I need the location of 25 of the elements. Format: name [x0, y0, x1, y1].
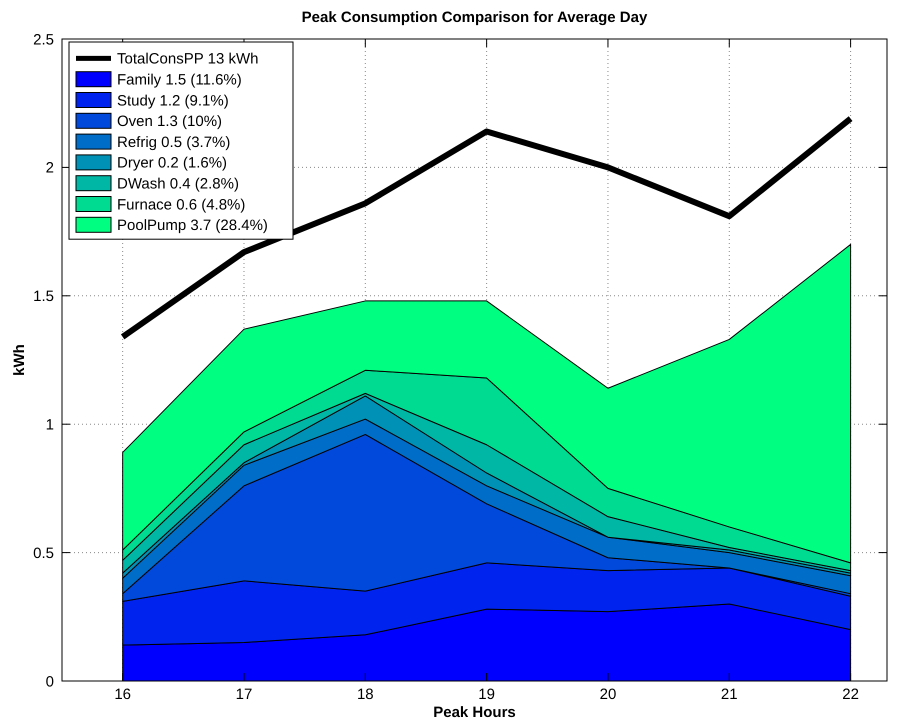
y-tick-label: 2.5	[33, 31, 54, 48]
x-tick-label: 19	[478, 686, 495, 703]
x-axis-title: Peak Hours	[433, 704, 516, 721]
y-tick-label: 2	[46, 160, 54, 177]
legend-label: Dryer 0.2 (1.6%)	[117, 154, 228, 172]
x-tick-label: 16	[114, 686, 132, 703]
legend-label: TotalConsPP 13 kWh	[117, 50, 258, 68]
y-tick-label: 0	[46, 673, 54, 690]
legend-label: DWash 0.4 (2.8%)	[117, 175, 239, 192]
legend-label: Refrig 0.5 (3.7%)	[117, 134, 230, 151]
chart-title: Peak Consumption Comparison for Average Day	[302, 9, 648, 26]
x-tick-label: 17	[236, 686, 252, 703]
legend-label: Oven 1.3 (10%)	[117, 113, 222, 130]
legend-label: Furnace 0.6 (4.8%)	[117, 196, 246, 214]
legend-label: Family 1.5 (11.6%)	[117, 71, 242, 88]
x-tick-label: 21	[720, 686, 738, 703]
y-tick-label: 1	[46, 416, 54, 434]
y-tick-label: 1.5	[33, 288, 54, 306]
x-tick-label: 22	[842, 686, 859, 703]
legend-label: PoolPump 3.7 (28.4%)	[117, 217, 268, 234]
y-tick-label: 0.5	[33, 544, 54, 562]
y-axis-title: kWh	[11, 344, 28, 376]
legend-label: Study 1.2 (9.1%)	[117, 92, 229, 110]
x-tick-label: 18	[356, 686, 374, 703]
x-tick-label: 20	[600, 686, 616, 703]
